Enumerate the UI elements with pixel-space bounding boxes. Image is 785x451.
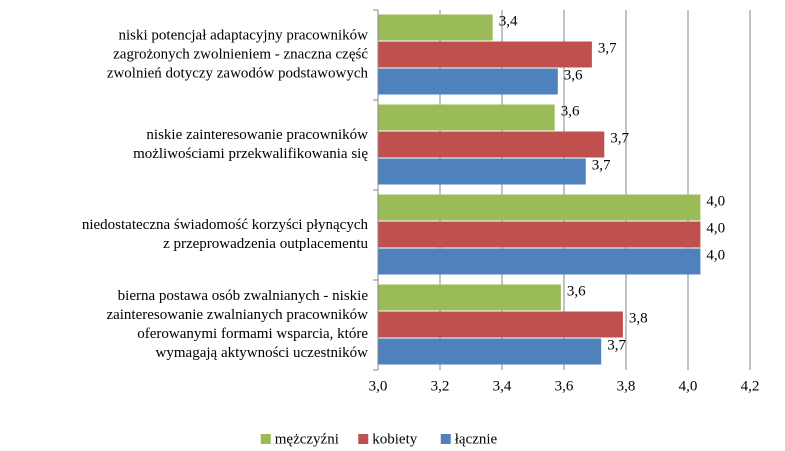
x-tick-label: 4,2 xyxy=(741,378,760,394)
value-label: 3,4 xyxy=(499,13,518,29)
category-label: oferowanymi formami wsparcia, które xyxy=(137,326,368,342)
legend-label: kobiety xyxy=(372,431,417,447)
bar xyxy=(378,194,701,221)
category-label: z przeprowadzenia outplacementu xyxy=(163,236,368,252)
bar xyxy=(378,41,592,68)
bar xyxy=(378,311,623,338)
category-label: niski potencjał adaptacyjny pracowników xyxy=(118,27,368,43)
value-label: 3,7 xyxy=(598,40,617,56)
bar xyxy=(378,221,701,248)
category-label: niedostateczna świadomość korzyści płyną… xyxy=(82,217,369,233)
category-label: zainteresowanie zwalnianych pracowników xyxy=(106,307,368,323)
value-label: 4,0 xyxy=(706,247,725,263)
legend-swatch xyxy=(358,434,369,444)
category-label: niskie zainteresowanie pracowników xyxy=(146,127,368,143)
value-label: 3,8 xyxy=(629,310,648,326)
bar xyxy=(378,68,558,95)
value-label: 3,6 xyxy=(561,103,580,119)
bar xyxy=(378,284,561,311)
bar xyxy=(378,338,602,365)
legend-swatch xyxy=(260,434,271,444)
bar xyxy=(378,248,701,275)
x-tick-label: 3,6 xyxy=(555,378,574,394)
bar xyxy=(378,104,555,131)
category-label: bierna postawa osób zwalnianych - niskie xyxy=(118,288,369,304)
value-label: 3,7 xyxy=(592,157,611,173)
bar xyxy=(378,131,605,158)
legend-label: łącznie xyxy=(455,431,498,447)
bar xyxy=(378,14,493,41)
value-label: 3,7 xyxy=(610,130,629,146)
category-label: wymagają aktywności uczestników xyxy=(156,345,369,361)
category-label: możliwościami przekwalifikowania się xyxy=(133,146,368,162)
value-label: 3,6 xyxy=(564,67,583,83)
x-tick-label: 3,8 xyxy=(617,378,636,394)
value-label: 4,0 xyxy=(706,220,725,236)
x-tick-label: 3,4 xyxy=(493,378,512,394)
bar xyxy=(378,158,586,185)
category-label: zwolnień dotyczy zawodów podstawowych xyxy=(107,65,369,81)
x-tick-label: 4,0 xyxy=(679,378,698,394)
value-label: 3,6 xyxy=(567,283,586,299)
legend-swatch xyxy=(440,434,451,444)
x-tick-label: 3,2 xyxy=(431,378,450,394)
category-label: zagrożonych zwolnieniem - znaczna część xyxy=(113,46,368,62)
x-tick-label: 3,0 xyxy=(369,378,388,394)
value-label: 3,7 xyxy=(607,337,626,353)
legend-label: mężczyźni xyxy=(275,431,339,447)
value-label: 4,0 xyxy=(706,193,725,209)
